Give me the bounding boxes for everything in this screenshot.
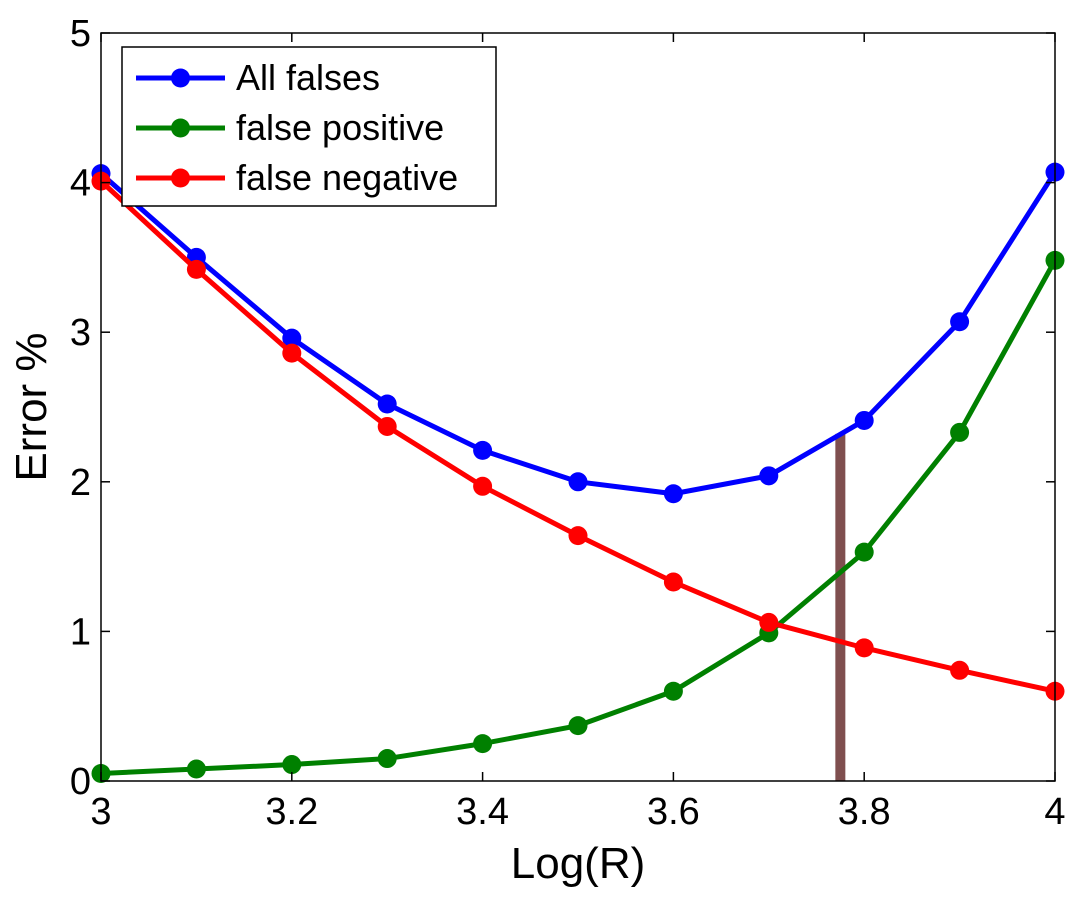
x-axis-title: Log(R) [511, 839, 646, 888]
legend-item: false negative [136, 157, 458, 198]
y-axis-title: Error % [7, 332, 56, 481]
data-point [950, 660, 970, 680]
x-tick-label: 3 [90, 791, 111, 833]
y-tick-label: 3 [70, 312, 91, 354]
x-tick-label: 3.6 [647, 791, 700, 833]
data-point [759, 466, 779, 486]
y-tick-label: 0 [70, 761, 91, 803]
data-point [282, 343, 302, 363]
series-0 [91, 162, 1065, 504]
data-point [950, 422, 970, 442]
data-point [568, 472, 588, 492]
data-point [950, 312, 970, 332]
series-1 [91, 250, 1065, 784]
data-point [377, 416, 397, 436]
data-point [473, 734, 493, 754]
x-tick-label: 3.2 [265, 791, 318, 833]
data-point [473, 476, 493, 496]
data-point [377, 749, 397, 769]
legend-label: false positive [236, 107, 444, 148]
data-point [854, 410, 874, 430]
x-tick-label: 4 [1044, 791, 1065, 833]
series-line [99, 170, 1058, 497]
legend-label: All falses [236, 57, 380, 98]
legend-swatch-marker [171, 118, 190, 138]
legend-swatch-marker [171, 68, 190, 88]
data-point [663, 572, 683, 592]
data-point [282, 755, 302, 775]
data-point [568, 716, 588, 736]
legend-item: All falses [136, 57, 380, 98]
plot-frame [100, 32, 1056, 782]
data-point [473, 440, 493, 460]
series-2 [91, 171, 1065, 701]
legend-swatch-marker [171, 168, 190, 188]
series-line [99, 179, 1056, 694]
legend-item: false positive [136, 107, 444, 148]
legend-label: false negative [236, 157, 458, 198]
y-tick-label: 5 [70, 13, 91, 55]
data-point [854, 638, 874, 658]
x-tick-label: 3.4 [456, 791, 509, 833]
y-tick-label: 4 [70, 163, 91, 205]
data-point [568, 526, 588, 546]
data-point [186, 259, 206, 279]
data-point [759, 612, 779, 632]
data-point [377, 394, 397, 414]
y-tick-label: 2 [70, 462, 91, 504]
data-point [663, 681, 683, 701]
x-tick-label: 3.8 [838, 791, 891, 833]
data-point [854, 542, 874, 562]
data-point [282, 328, 302, 348]
series-line [100, 259, 1058, 777]
data-point [663, 484, 683, 504]
legend: All falses false positive false negative [121, 46, 497, 207]
data-point [186, 759, 206, 779]
y-tick-label: 1 [70, 611, 91, 653]
